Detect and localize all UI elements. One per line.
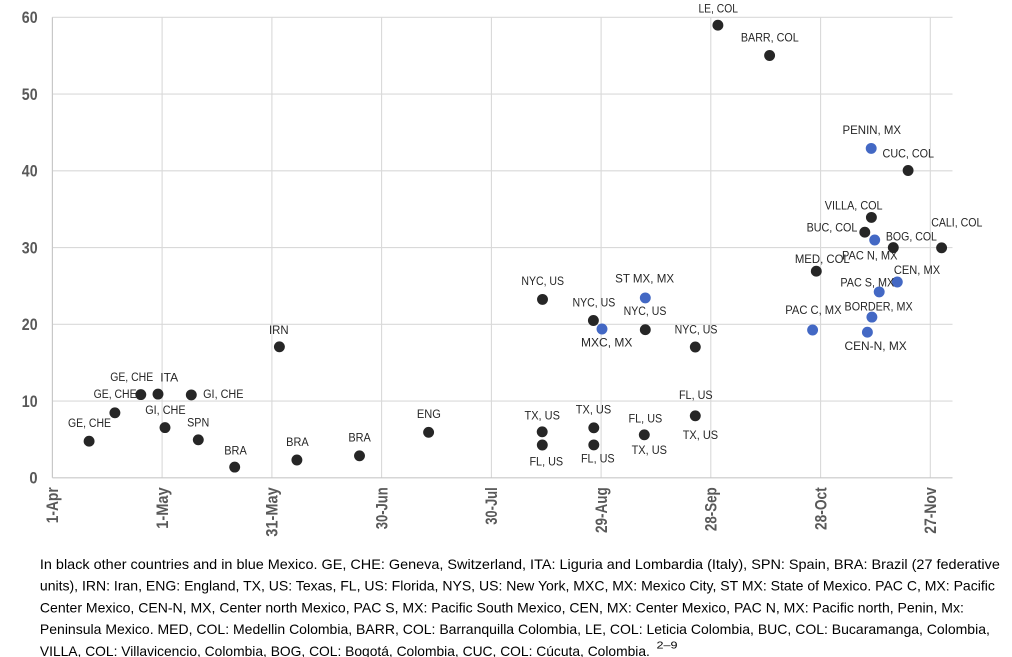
- svg-text:30-Jun: 30-Jun: [373, 487, 391, 529]
- svg-text:CUC, COL: CUC, COL: [883, 146, 935, 160]
- svg-text:GE, CHE: GE, CHE: [94, 387, 137, 401]
- svg-text:ST MX, MX: ST MX, MX: [615, 272, 674, 286]
- svg-text:NYC, US: NYC, US: [624, 304, 667, 318]
- svg-text:GE, CHE: GE, CHE: [110, 370, 153, 384]
- svg-text:BARR, COL: BARR, COL: [741, 30, 799, 44]
- svg-text:LE, COL: LE, COL: [698, 2, 738, 16]
- svg-text:PAC N, MX: PAC N, MX: [842, 249, 898, 263]
- svg-text:30: 30: [22, 239, 38, 257]
- svg-text:30-Jul: 30-Jul: [483, 487, 501, 525]
- svg-text:NYC, US: NYC, US: [521, 274, 564, 288]
- svg-text:60: 60: [22, 9, 38, 27]
- svg-text:GE, CHE: GE, CHE: [68, 416, 111, 430]
- svg-text:BRA: BRA: [286, 435, 309, 449]
- svg-text:PAC C, MX: PAC C, MX: [785, 303, 841, 317]
- svg-text:Peninsula Mexico. MED, COL: Me: Peninsula Mexico. MED, COL: Medellin Col…: [40, 622, 990, 637]
- svg-text:TX, US: TX, US: [632, 443, 667, 457]
- svg-text:1-Apr: 1-Apr: [44, 487, 62, 524]
- svg-text:28-Oct: 28-Oct: [812, 487, 830, 530]
- svg-text:27-Nov: 27-Nov: [922, 487, 940, 534]
- svg-text:BUC, COL: BUC, COL: [807, 220, 858, 234]
- svg-text:CEN, MX: CEN, MX: [894, 263, 940, 277]
- svg-text:20: 20: [22, 316, 38, 334]
- svg-text:MXC, MX: MXC, MX: [581, 336, 632, 350]
- svg-text:0: 0: [29, 470, 37, 488]
- svg-text:1-May: 1-May: [154, 487, 172, 529]
- svg-text:TX, US: TX, US: [576, 403, 611, 417]
- svg-text:GI, CHE: GI, CHE: [145, 403, 185, 417]
- svg-text:BRA: BRA: [348, 431, 371, 445]
- svg-text:units), IRN: Iran, ENG: Englan: units), IRN: Iran, ENG: England, TX, US:…: [40, 579, 995, 594]
- svg-text:NYC, US: NYC, US: [675, 323, 718, 337]
- svg-text:ENG: ENG: [417, 407, 441, 421]
- svg-text:PENIN, MX: PENIN, MX: [843, 123, 902, 137]
- svg-text:TX, US: TX, US: [525, 409, 560, 423]
- svg-text:CALI, COL: CALI, COL: [931, 216, 982, 230]
- svg-text:PAC S, MX: PAC S, MX: [840, 275, 894, 289]
- svg-text:FL, US: FL, US: [679, 388, 713, 402]
- svg-text:NYC, US: NYC, US: [573, 295, 616, 309]
- svg-text:FL, US: FL, US: [629, 411, 663, 425]
- svg-text:Center Mexico, CEN-N, MX, Cent: Center Mexico, CEN-N, MX, Center north M…: [40, 601, 964, 616]
- svg-text:FL, US: FL, US: [581, 451, 615, 465]
- svg-text:2–9: 2–9: [657, 640, 678, 652]
- svg-text:TX, US: TX, US: [683, 428, 718, 442]
- svg-text:40: 40: [22, 163, 38, 181]
- svg-text:VILLA, COL: Villavicencio, Col: VILLA, COL: Villavicencio, Colombia, BOG…: [40, 644, 650, 657]
- svg-text:GI, CHE: GI, CHE: [203, 387, 243, 401]
- svg-text:VILLA, COL: VILLA, COL: [825, 199, 883, 213]
- svg-text:In black other countries and i: In black other countries and in blue Mex…: [40, 557, 1000, 572]
- svg-text:FL, US: FL, US: [529, 455, 563, 469]
- svg-text:BRA: BRA: [224, 443, 247, 457]
- svg-text:MED, COL: MED, COL: [795, 252, 850, 266]
- svg-text:ITA: ITA: [160, 370, 179, 384]
- svg-text:31-May: 31-May: [264, 487, 282, 536]
- svg-text:BOG, COL: BOG, COL: [886, 229, 937, 243]
- svg-text:28-Sep: 28-Sep: [703, 487, 721, 531]
- svg-text:IRN: IRN: [269, 323, 289, 337]
- svg-text:SPN: SPN: [187, 416, 209, 430]
- svg-text:10: 10: [22, 393, 38, 411]
- svg-text:BORDER, MX: BORDER, MX: [845, 300, 913, 314]
- svg-text:50: 50: [22, 86, 38, 104]
- svg-text:CEN-N, MX: CEN-N, MX: [845, 339, 907, 353]
- svg-text:29-Aug: 29-Aug: [593, 487, 611, 533]
